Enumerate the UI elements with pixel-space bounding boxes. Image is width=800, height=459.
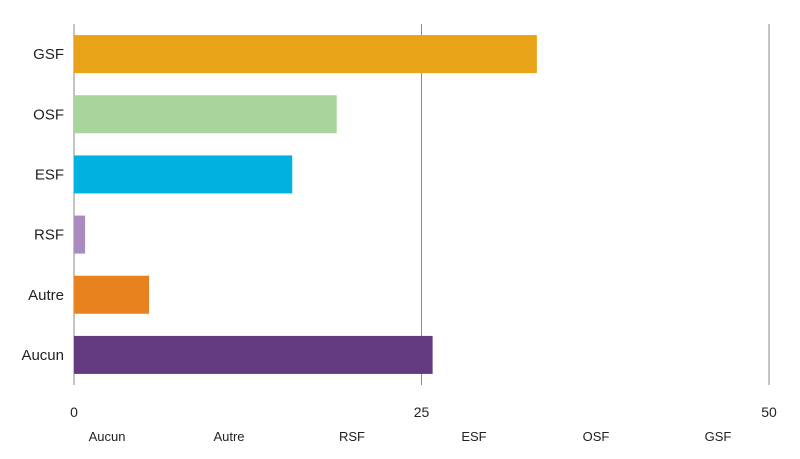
legend-entry: ESF bbox=[461, 429, 486, 444]
x-tick-label: 25 bbox=[414, 404, 430, 420]
category-label: RSF bbox=[34, 227, 64, 244]
category-label: Autre bbox=[28, 287, 64, 304]
category-label: ESF bbox=[35, 166, 64, 183]
bar-osf bbox=[74, 95, 337, 134]
legend: Aucun Autre RSF ESF OSF GSF bbox=[89, 429, 732, 444]
category-label: Aucun bbox=[21, 347, 64, 364]
legend-entry: RSF bbox=[339, 429, 365, 444]
x-tick-labels: 0 25 50 bbox=[70, 404, 777, 420]
bar-aucun bbox=[74, 335, 433, 374]
bar-autre bbox=[74, 275, 150, 314]
bar-rsf bbox=[74, 215, 86, 254]
category-label: GSF bbox=[33, 46, 64, 63]
legend-entry: GSF bbox=[705, 429, 732, 444]
x-tick-label: 0 bbox=[70, 404, 78, 420]
category-labels: GSF OSF ESF RSF Autre Aucun bbox=[21, 46, 64, 364]
bar-gsf bbox=[74, 35, 537, 74]
bars bbox=[74, 35, 537, 374]
bar-esf bbox=[74, 155, 293, 194]
grid-lines bbox=[73, 24, 770, 385]
x-tick-label: 50 bbox=[761, 404, 777, 420]
category-label: OSF bbox=[33, 106, 64, 123]
legend-entry: Autre bbox=[213, 429, 244, 444]
legend-entry: Aucun bbox=[89, 429, 126, 444]
legend-entry: OSF bbox=[583, 429, 610, 444]
